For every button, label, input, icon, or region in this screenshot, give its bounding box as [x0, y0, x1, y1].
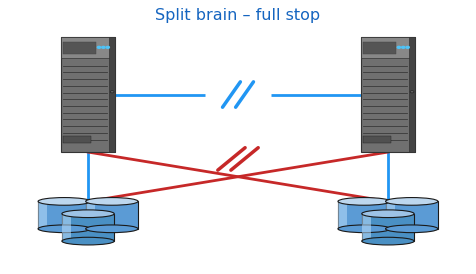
Text: Split brain – full stop: Split brain – full stop [156, 8, 320, 23]
Circle shape [402, 46, 405, 48]
Ellipse shape [362, 210, 414, 218]
FancyBboxPatch shape [38, 201, 90, 229]
Circle shape [106, 46, 109, 48]
Ellipse shape [38, 225, 90, 233]
FancyBboxPatch shape [63, 42, 96, 53]
Ellipse shape [86, 198, 138, 205]
Ellipse shape [38, 198, 90, 205]
FancyBboxPatch shape [61, 37, 115, 58]
Circle shape [102, 46, 105, 48]
FancyBboxPatch shape [386, 201, 395, 229]
FancyBboxPatch shape [86, 201, 138, 229]
FancyBboxPatch shape [38, 201, 47, 229]
Circle shape [410, 91, 414, 93]
FancyBboxPatch shape [109, 37, 115, 152]
Circle shape [110, 91, 114, 93]
FancyBboxPatch shape [362, 214, 414, 241]
Circle shape [397, 46, 400, 48]
FancyBboxPatch shape [361, 37, 415, 152]
FancyBboxPatch shape [62, 214, 71, 241]
Ellipse shape [338, 198, 390, 205]
Ellipse shape [362, 237, 414, 245]
Ellipse shape [338, 225, 390, 233]
FancyBboxPatch shape [361, 37, 415, 58]
FancyBboxPatch shape [363, 42, 396, 53]
Ellipse shape [386, 225, 438, 233]
FancyBboxPatch shape [86, 201, 95, 229]
FancyBboxPatch shape [61, 37, 115, 152]
Circle shape [406, 46, 409, 48]
FancyBboxPatch shape [409, 37, 415, 152]
Ellipse shape [62, 210, 114, 218]
FancyBboxPatch shape [63, 136, 91, 143]
FancyBboxPatch shape [338, 201, 390, 229]
Ellipse shape [86, 225, 138, 233]
Ellipse shape [386, 198, 438, 205]
FancyBboxPatch shape [338, 201, 347, 229]
Ellipse shape [62, 237, 114, 245]
FancyBboxPatch shape [362, 214, 371, 241]
FancyBboxPatch shape [62, 214, 114, 241]
FancyBboxPatch shape [363, 136, 391, 143]
FancyBboxPatch shape [386, 201, 438, 229]
Circle shape [98, 46, 100, 48]
